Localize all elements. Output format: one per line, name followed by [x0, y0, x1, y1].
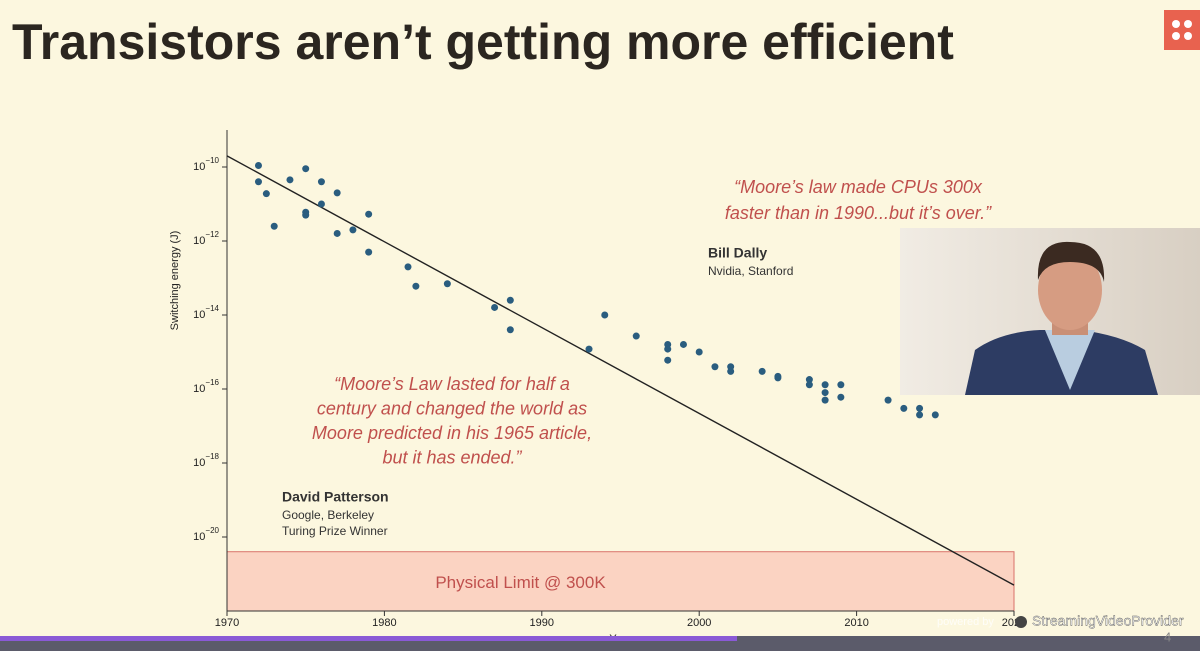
data-point [664, 345, 672, 353]
data-point [900, 404, 908, 412]
chart: Physical Limit @ 300K 10−10 10−12 10−14 10−1… [169, 130, 1026, 645]
data-point [821, 389, 829, 397]
data-point [916, 404, 924, 412]
data-point [302, 165, 310, 173]
data-point [585, 345, 593, 353]
x-tick-label: 2000 [687, 617, 711, 629]
quotes: “Moore’s law made CPUs 300x faster than i… [282, 177, 992, 538]
quote-affiliation: Google, Berkeley [282, 508, 374, 522]
page-number: 4 [1164, 629, 1171, 644]
data-point [727, 367, 735, 375]
quote-line: “Moore’s law made CPUs 300x [734, 177, 983, 197]
trend-line [226, 155, 1015, 586]
data-point [404, 263, 412, 271]
data-point [884, 396, 892, 404]
data-point [302, 211, 310, 219]
quote-line: century and changed the world as [317, 398, 587, 418]
quote-line: Moore predicted in his 1965 article, [312, 423, 592, 443]
data-point [837, 393, 845, 401]
y-tick-label: 10−10 [193, 156, 219, 173]
data-point [632, 332, 640, 340]
data-point [601, 311, 609, 319]
data-point [365, 210, 373, 218]
quote-line: but it has ended.” [382, 447, 522, 467]
data-point [821, 381, 829, 389]
data-point [254, 161, 262, 169]
data-point [443, 280, 451, 288]
y-tick-label: 10−12 [193, 230, 219, 247]
data-point [349, 226, 357, 234]
data-point [774, 374, 782, 382]
progress-bar[interactable] [0, 636, 737, 641]
webcam-video [900, 228, 1200, 395]
data-point [254, 178, 262, 186]
data-point [270, 222, 278, 230]
logo [1164, 10, 1200, 50]
data-point [711, 363, 719, 371]
quote-author: Bill Dally [708, 245, 767, 261]
data-point [506, 296, 514, 304]
x-tick-label: 2010 [844, 617, 868, 629]
data-point [695, 348, 703, 356]
data-point [262, 190, 270, 198]
y-tick-label: 10−16 [193, 378, 219, 395]
data-point [805, 376, 813, 384]
watermark-prefix: powered by [937, 616, 994, 628]
quote-affiliation: Turing Prize Winner [282, 524, 388, 538]
y-tick-label: 10−20 [193, 526, 219, 543]
data-point [758, 367, 766, 375]
data-point [317, 178, 325, 186]
quote-line: “Moore’s Law lasted for half a [334, 374, 570, 394]
data-point [821, 396, 829, 404]
y-tick-label: 10−14 [193, 304, 219, 321]
data-point [333, 229, 341, 237]
watermark-brand: StreamingVideoProvider [1032, 613, 1184, 629]
x-tick-label: 1980 [372, 617, 396, 629]
data-point [333, 189, 341, 197]
data-point [412, 282, 420, 290]
data-point [837, 381, 845, 389]
data-point [931, 411, 939, 419]
quote-line: faster than in 1990...but it’s over.” [725, 203, 992, 223]
slide-title: Transistors aren’t getting more efficien… [12, 14, 954, 70]
data-point [365, 248, 373, 256]
y-tick-label: 10−18 [193, 452, 219, 469]
data-point [664, 356, 672, 364]
watermark-icon [1015, 616, 1027, 628]
data-point [491, 303, 499, 311]
x-tick-label: 1970 [215, 617, 239, 629]
data-point [317, 200, 325, 208]
data-point [805, 381, 813, 389]
player-bar [0, 636, 1200, 651]
data-point [286, 176, 294, 184]
data-point [916, 411, 924, 419]
limit-band-label: Physical Limit @ 300K [435, 573, 606, 592]
x-tick-label: 1990 [530, 617, 554, 629]
limit-band [226, 551, 1015, 612]
data-point [679, 340, 687, 348]
y-axis-label: Switching energy (J) [169, 231, 181, 331]
quote-author: David Patterson [282, 489, 389, 505]
data-point [506, 326, 514, 334]
quote-affiliation: Nvidia, Stanford [708, 264, 793, 278]
